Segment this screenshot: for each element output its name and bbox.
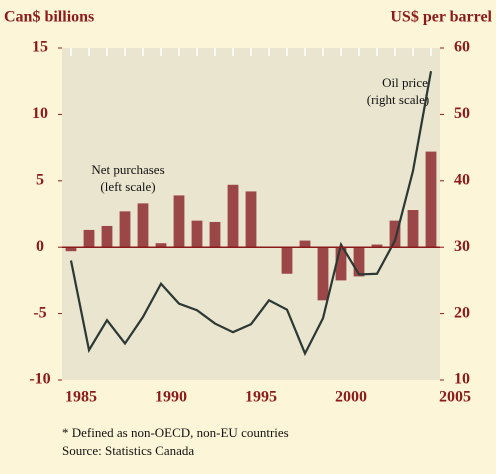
footnote: Source: Statistics Canada [62,443,194,458]
bar [227,184,239,248]
y-tick-label: -5 [33,304,46,321]
y2-tick-label: 10 [454,371,470,388]
bar [83,229,95,248]
y-tick-label: 10 [32,105,48,122]
bar [353,247,365,277]
y2-tick-label: 20 [454,304,470,321]
bar [173,195,185,248]
bar [119,211,131,248]
bar [371,244,383,248]
y-tick-label: 15 [32,39,48,56]
bar [335,247,347,281]
annotation: (right scale) [367,92,429,107]
x-tick-label: 1985 [65,389,97,406]
y2-tick-label: 30 [454,238,470,255]
y-tick-label: 0 [36,238,44,255]
x-tick-label: 1995 [245,389,277,406]
bar [191,220,203,248]
line [69,71,433,357]
bar [425,151,437,248]
y2-tick-label: 40 [454,171,470,188]
annotation: (left scale) [100,179,155,194]
y-tick-label: -10 [29,371,50,388]
annotation: Net purchases [91,162,164,177]
x-tick-label: 1990 [155,389,187,406]
y2-tick-label: 50 [454,105,470,122]
y2-tick-label: 60 [454,39,470,56]
annotation: Oil price [382,75,428,90]
y-tick-label: 5 [36,171,44,188]
y-axis-title: Can$ billions [4,9,94,26]
bar [317,247,329,301]
x-tick-label: 2000 [335,389,367,406]
bar [209,221,221,248]
bar [137,203,149,248]
bar [245,191,257,248]
x-tick-label: 2005 [439,389,471,406]
bar [407,210,419,248]
bar [389,220,401,248]
y2-axis-title: US$ per barrel [390,9,492,26]
footnote: * Defined as non-OECD, non-EU countries [62,425,289,440]
bar [155,243,167,248]
bar [281,247,293,274]
bar [65,247,77,252]
bar [299,240,311,248]
bar [101,225,113,248]
